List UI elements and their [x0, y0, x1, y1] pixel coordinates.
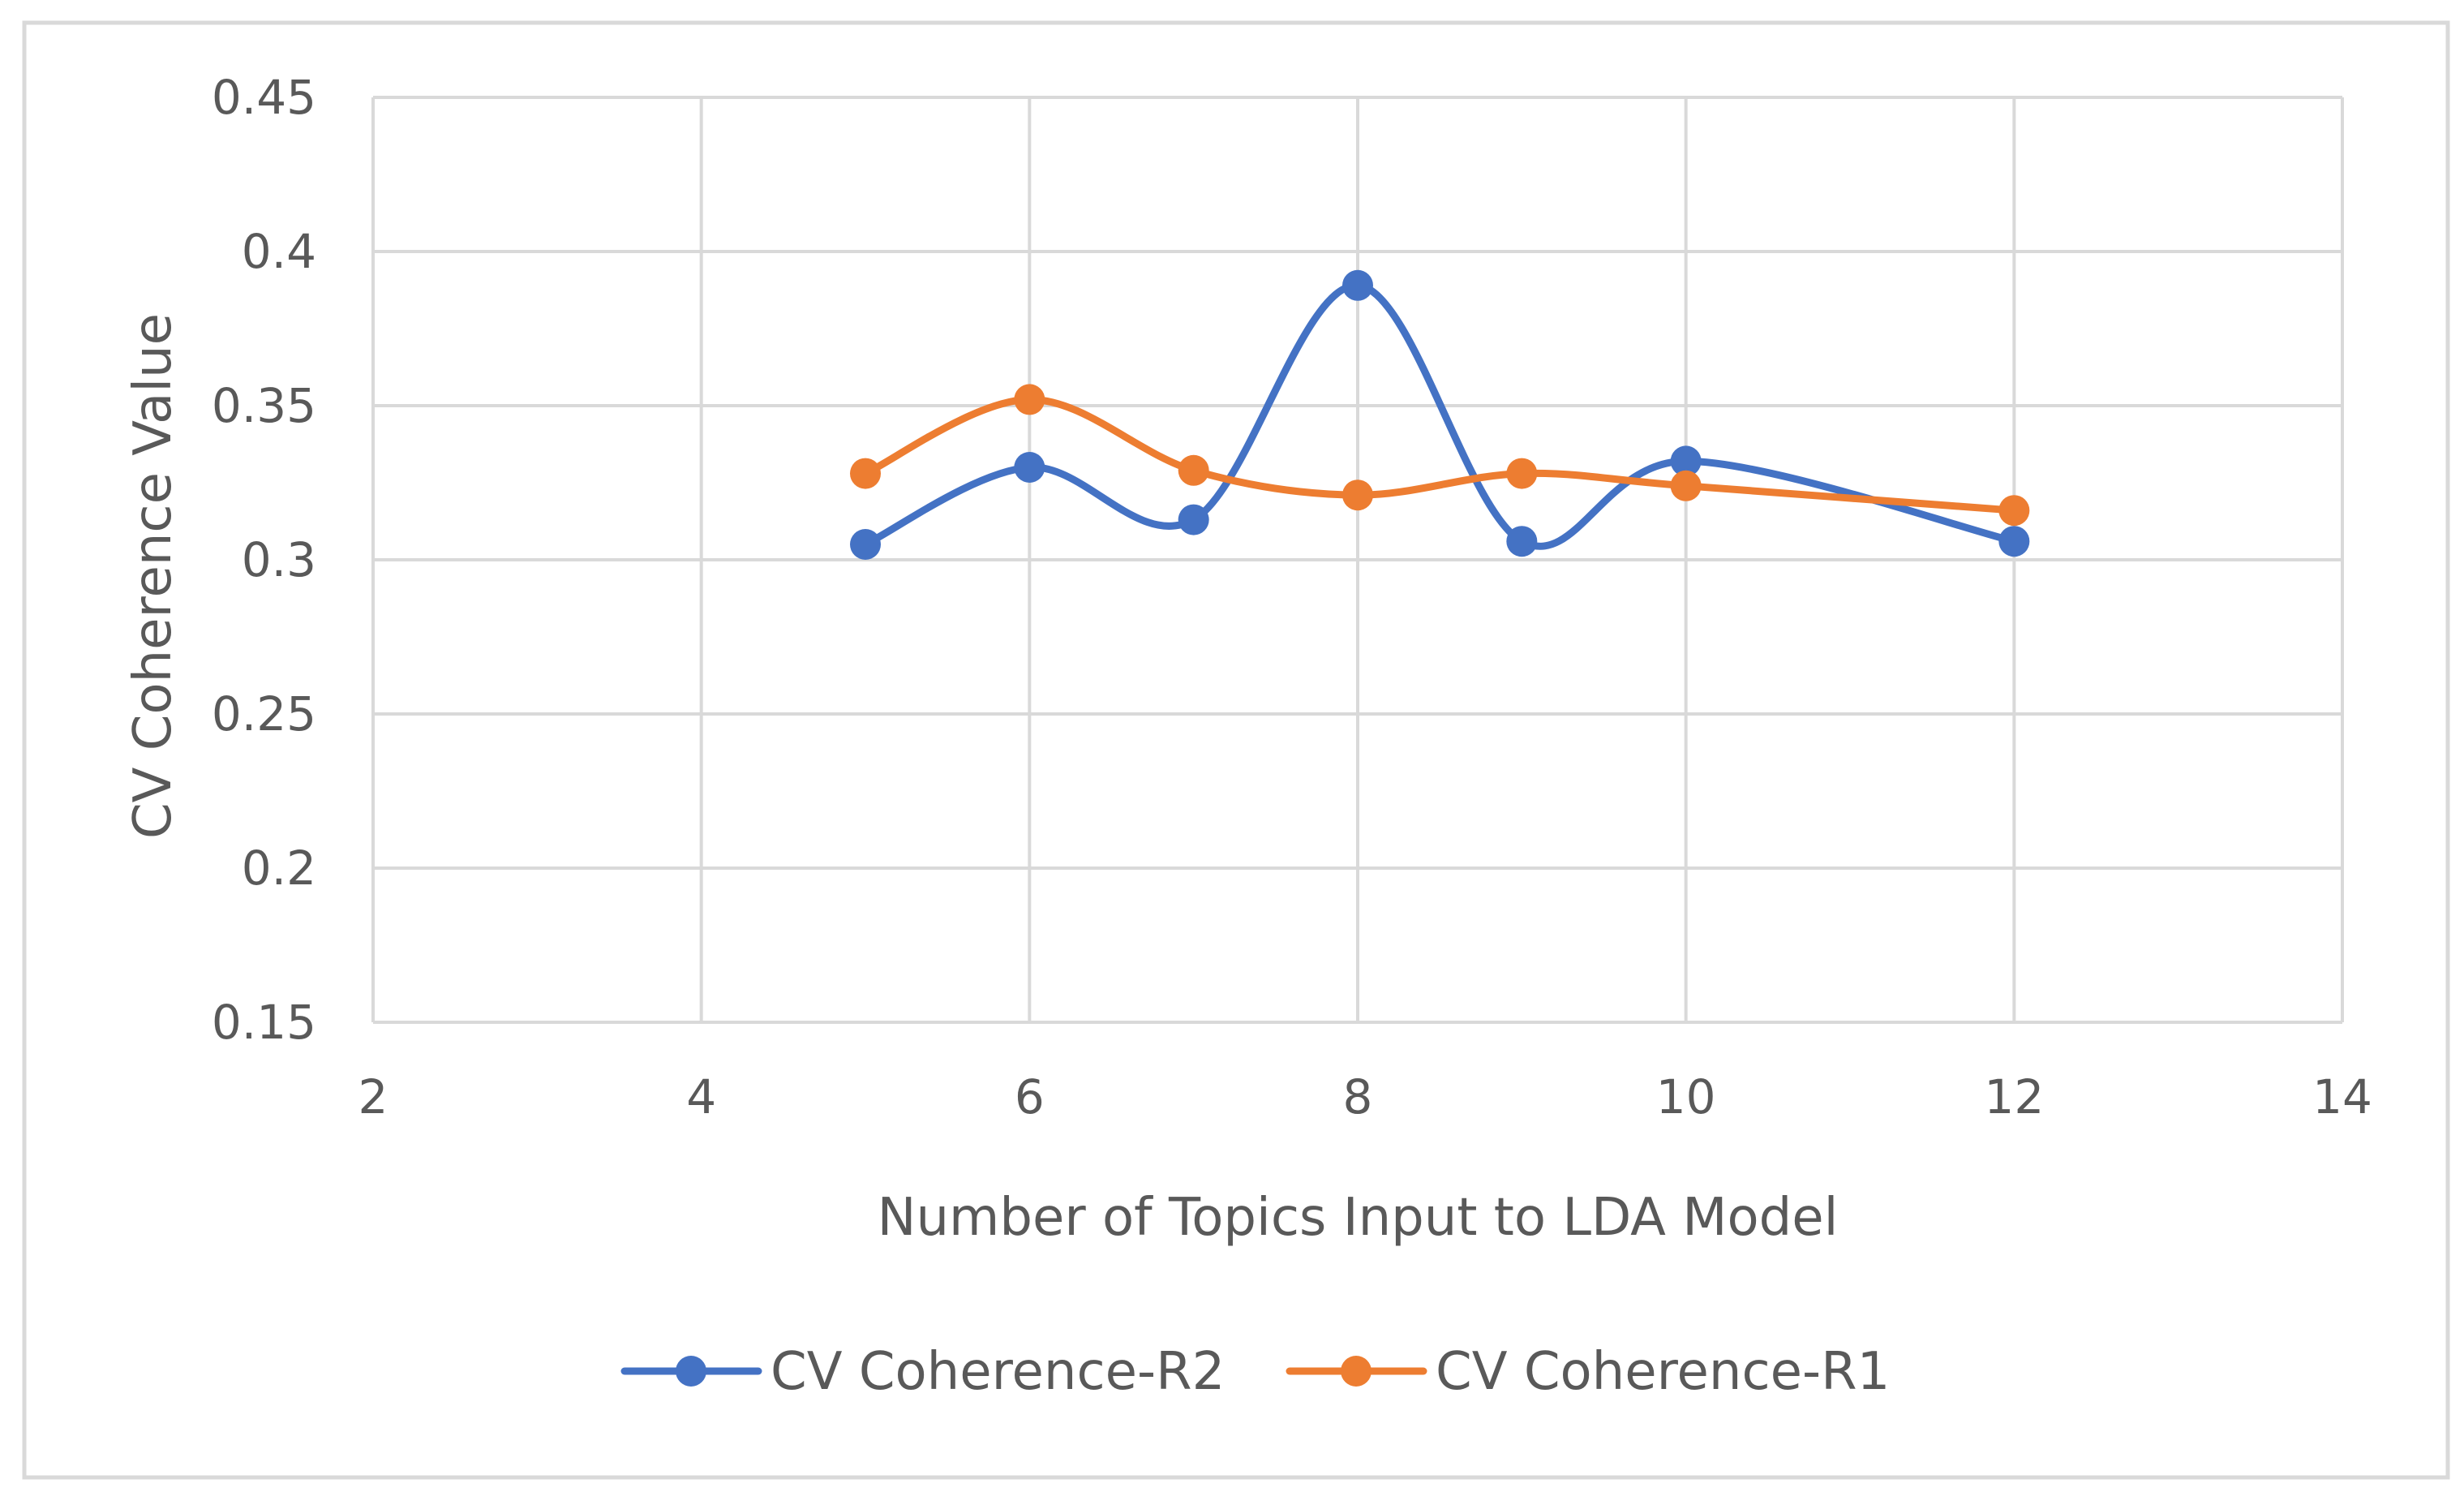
data-point: [1506, 458, 1538, 489]
x-axis-title: Number of Topics Input to LDA Model: [878, 1188, 1839, 1248]
y-axis-tick-labels: 0.15 0.2 0.25 0.3 0.35 0.4 0.45: [212, 70, 316, 1050]
y-axis-title: CV Coherence Value: [123, 313, 183, 839]
legend-item-1: CV Coherence-R1: [1286, 1342, 1890, 1402]
y-tick-label: 0.15: [212, 995, 316, 1050]
data-point: [1506, 526, 1538, 557]
data-point: [1670, 470, 1702, 501]
series-layer: [850, 269, 2030, 560]
x-tick-label: 10: [1656, 1069, 1716, 1124]
data-point: [1014, 384, 1045, 415]
data-point: [1178, 454, 1209, 486]
series-1: [850, 384, 2030, 527]
legend-item-0: CV Coherence-R2: [620, 1342, 1225, 1402]
data-point: [1014, 452, 1045, 483]
x-tick-label: 12: [1984, 1069, 2044, 1124]
x-axis-tick-labels: 2 4 6 8 10 12 14: [358, 1069, 2372, 1124]
data-point: [850, 458, 881, 489]
chart-border: [22, 20, 2450, 1480]
x-tick-label: 8: [1343, 1069, 1373, 1124]
data-point: [1342, 269, 1373, 301]
x-tick-label: 14: [2312, 1069, 2372, 1124]
legend-label: CV Coherence-R2: [771, 1342, 1225, 1402]
y-tick-label: 0.45: [212, 70, 316, 125]
legend: CV Coherence-R2 CV Coherence-R1: [620, 1342, 1890, 1402]
data-point: [1998, 495, 2030, 527]
y-tick-label: 0.35: [212, 378, 316, 433]
data-point: [850, 529, 881, 560]
legend-marker: [1341, 1356, 1372, 1387]
data-point: [1178, 504, 1209, 535]
y-tick-label: 0.4: [242, 224, 316, 279]
y-tick-label: 0.2: [242, 841, 316, 896]
x-tick-label: 2: [358, 1069, 388, 1124]
legend-label: CV Coherence-R1: [1436, 1342, 1890, 1402]
x-tick-label: 4: [686, 1069, 716, 1124]
y-tick-label: 0.25: [212, 686, 316, 742]
legend-marker: [676, 1356, 706, 1387]
y-tick-label: 0.3: [242, 532, 316, 587]
data-point: [1670, 445, 1702, 477]
x-tick-label: 6: [1015, 1069, 1045, 1124]
grid: [371, 96, 2344, 1024]
data-point: [1998, 526, 2030, 557]
data-point: [1342, 479, 1373, 511]
series-0: [850, 269, 2030, 560]
